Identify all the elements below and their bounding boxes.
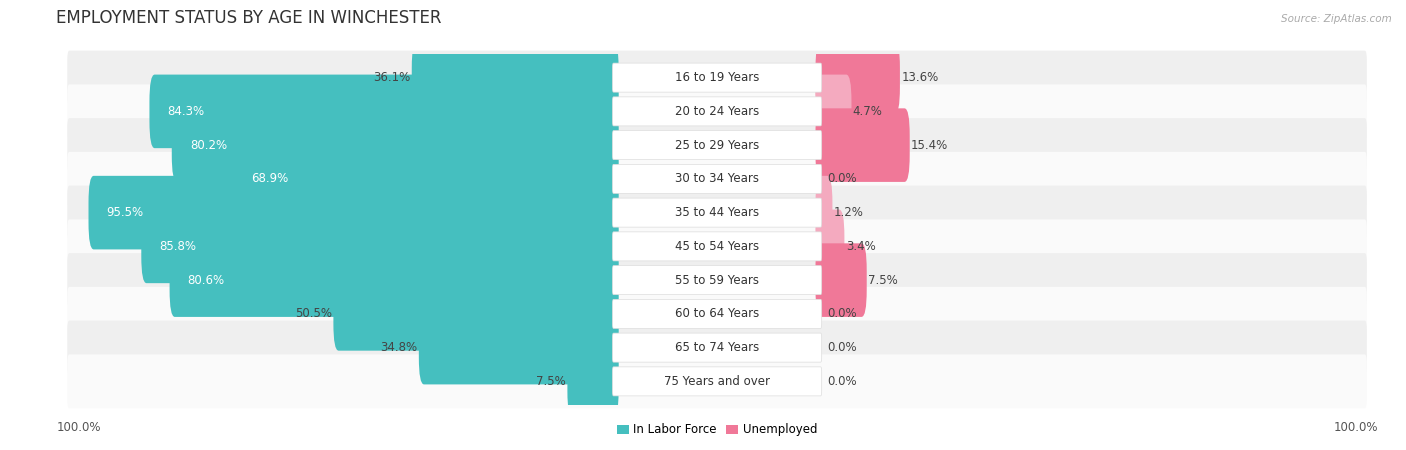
FancyBboxPatch shape	[67, 152, 1367, 206]
FancyBboxPatch shape	[67, 84, 1367, 138]
FancyBboxPatch shape	[67, 287, 1367, 341]
Text: 100.0%: 100.0%	[1333, 421, 1378, 434]
Text: 80.2%: 80.2%	[190, 139, 226, 152]
Text: 20 to 24 Years: 20 to 24 Years	[675, 105, 759, 118]
Text: 16 to 19 Years: 16 to 19 Years	[675, 71, 759, 84]
Text: 7.5%: 7.5%	[536, 375, 567, 388]
FancyBboxPatch shape	[89, 176, 619, 249]
Text: 75 Years and over: 75 Years and over	[664, 375, 770, 388]
Text: 7.5%: 7.5%	[868, 274, 898, 287]
FancyBboxPatch shape	[141, 210, 619, 283]
Text: 15.4%: 15.4%	[911, 139, 948, 152]
FancyBboxPatch shape	[815, 41, 900, 114]
Text: 80.6%: 80.6%	[188, 274, 225, 287]
Text: 1.2%: 1.2%	[834, 206, 863, 219]
FancyBboxPatch shape	[613, 130, 821, 160]
Text: 36.1%: 36.1%	[373, 71, 411, 84]
Text: 0.0%: 0.0%	[827, 341, 856, 354]
Text: 13.6%: 13.6%	[901, 71, 938, 84]
FancyBboxPatch shape	[613, 266, 821, 295]
FancyBboxPatch shape	[613, 333, 821, 362]
FancyBboxPatch shape	[613, 164, 821, 194]
FancyBboxPatch shape	[815, 75, 852, 148]
FancyBboxPatch shape	[613, 232, 821, 261]
Text: EMPLOYMENT STATUS BY AGE IN WINCHESTER: EMPLOYMENT STATUS BY AGE IN WINCHESTER	[56, 9, 441, 27]
Text: 45 to 54 Years: 45 to 54 Years	[675, 240, 759, 253]
FancyBboxPatch shape	[333, 277, 619, 351]
Text: 34.8%: 34.8%	[381, 341, 418, 354]
FancyBboxPatch shape	[172, 108, 619, 182]
FancyBboxPatch shape	[233, 142, 619, 216]
Text: 4.7%: 4.7%	[853, 105, 883, 118]
Text: 30 to 34 Years: 30 to 34 Years	[675, 172, 759, 185]
Text: 65 to 74 Years: 65 to 74 Years	[675, 341, 759, 354]
FancyBboxPatch shape	[67, 355, 1367, 409]
Text: 60 to 64 Years: 60 to 64 Years	[675, 307, 759, 320]
FancyBboxPatch shape	[170, 243, 619, 317]
FancyBboxPatch shape	[67, 118, 1367, 172]
FancyBboxPatch shape	[613, 367, 821, 396]
FancyBboxPatch shape	[815, 210, 845, 283]
Text: 0.0%: 0.0%	[827, 375, 856, 388]
Legend: In Labor Force, Unemployed: In Labor Force, Unemployed	[612, 419, 823, 441]
FancyBboxPatch shape	[67, 50, 1367, 104]
FancyBboxPatch shape	[815, 108, 910, 182]
FancyBboxPatch shape	[613, 63, 821, 92]
Text: 85.8%: 85.8%	[159, 240, 197, 253]
Text: 3.4%: 3.4%	[845, 240, 876, 253]
Text: 84.3%: 84.3%	[167, 105, 205, 118]
FancyBboxPatch shape	[67, 185, 1367, 239]
FancyBboxPatch shape	[67, 320, 1367, 374]
FancyBboxPatch shape	[815, 243, 866, 317]
FancyBboxPatch shape	[815, 176, 832, 249]
FancyBboxPatch shape	[67, 253, 1367, 307]
FancyBboxPatch shape	[419, 311, 619, 384]
FancyBboxPatch shape	[613, 97, 821, 126]
Text: Source: ZipAtlas.com: Source: ZipAtlas.com	[1281, 14, 1392, 23]
Text: 55 to 59 Years: 55 to 59 Years	[675, 274, 759, 287]
FancyBboxPatch shape	[568, 345, 619, 418]
FancyBboxPatch shape	[613, 299, 821, 328]
Text: 50.5%: 50.5%	[295, 307, 332, 320]
FancyBboxPatch shape	[149, 75, 619, 148]
Text: 68.9%: 68.9%	[252, 172, 288, 185]
Text: 0.0%: 0.0%	[827, 172, 856, 185]
FancyBboxPatch shape	[412, 41, 619, 114]
FancyBboxPatch shape	[67, 219, 1367, 273]
Text: 0.0%: 0.0%	[827, 307, 856, 320]
Text: 35 to 44 Years: 35 to 44 Years	[675, 206, 759, 219]
FancyBboxPatch shape	[613, 198, 821, 227]
Text: 100.0%: 100.0%	[56, 421, 101, 434]
Text: 95.5%: 95.5%	[107, 206, 143, 219]
Text: 25 to 29 Years: 25 to 29 Years	[675, 139, 759, 152]
